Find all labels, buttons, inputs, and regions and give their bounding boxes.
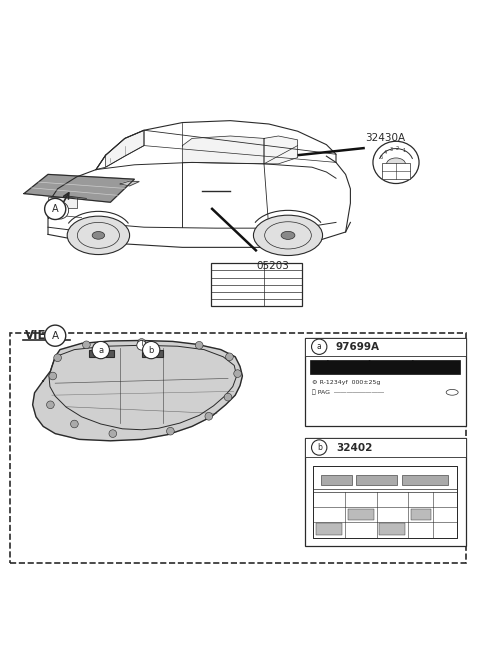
Polygon shape [120,181,139,186]
Circle shape [143,341,160,359]
Bar [48,197,77,208]
Text: 3: 3 [389,147,393,152]
Ellipse shape [386,158,406,172]
Text: A: A [52,204,59,214]
Bar [316,522,342,535]
Polygon shape [24,174,134,202]
Polygon shape [33,340,242,441]
Text: 6: 6 [380,155,383,159]
Bar [321,475,352,485]
Circle shape [312,339,327,354]
Circle shape [49,372,57,380]
Text: b: b [148,346,154,355]
Circle shape [92,341,109,359]
Ellipse shape [253,215,323,256]
Bar [402,475,448,485]
Text: 97699A: 97699A [336,342,380,352]
Bar [89,350,114,357]
Text: 32430A: 32430A [365,133,405,144]
Text: a: a [317,342,322,351]
Text: K: K [58,207,62,213]
Bar [382,163,410,178]
Text: VIEW: VIEW [25,329,60,342]
Circle shape [83,341,90,348]
Bar [305,438,466,457]
Circle shape [167,427,174,435]
Circle shape [234,370,241,377]
Polygon shape [106,131,144,167]
Circle shape [47,401,54,409]
Bar [305,338,466,426]
Bar [305,438,466,546]
Circle shape [51,202,69,219]
Text: 32402: 32402 [336,443,372,453]
Circle shape [195,341,203,349]
Text: 05203: 05203 [257,261,289,272]
Ellipse shape [373,141,419,184]
Ellipse shape [446,390,458,395]
Circle shape [205,413,213,420]
Text: 🧪 PAG  ――――――――: 🧪 PAG ―――――――― [312,390,384,395]
Polygon shape [322,361,334,373]
Text: 2: 2 [396,146,399,151]
Circle shape [138,338,145,346]
Bar [380,522,405,535]
Circle shape [137,340,146,350]
Bar [357,475,396,485]
Polygon shape [182,136,264,164]
Circle shape [226,353,233,361]
Polygon shape [264,136,298,164]
Circle shape [45,198,66,220]
Text: 1: 1 [403,148,406,153]
Circle shape [312,440,327,455]
Bar [411,509,431,520]
Bar [313,466,457,538]
Circle shape [224,394,232,401]
Bar [305,338,466,356]
Text: b: b [317,443,322,452]
Bar [313,491,457,538]
Ellipse shape [281,232,295,239]
Text: ⚙ R-1234yf  000±25g: ⚙ R-1234yf 000±25g [312,380,380,385]
Ellipse shape [67,216,130,255]
Bar [348,509,374,520]
Bar [310,359,460,374]
Text: A: A [52,331,59,340]
Text: 4: 4 [384,150,387,155]
Circle shape [109,430,117,438]
Circle shape [71,420,78,428]
Circle shape [54,354,61,361]
Polygon shape [364,361,375,373]
Polygon shape [407,361,419,373]
Ellipse shape [92,232,105,239]
Text: a: a [98,346,103,355]
Circle shape [45,325,66,346]
Bar [211,263,302,306]
Bar [142,350,163,357]
Bar [313,466,457,489]
Bar [10,333,466,564]
